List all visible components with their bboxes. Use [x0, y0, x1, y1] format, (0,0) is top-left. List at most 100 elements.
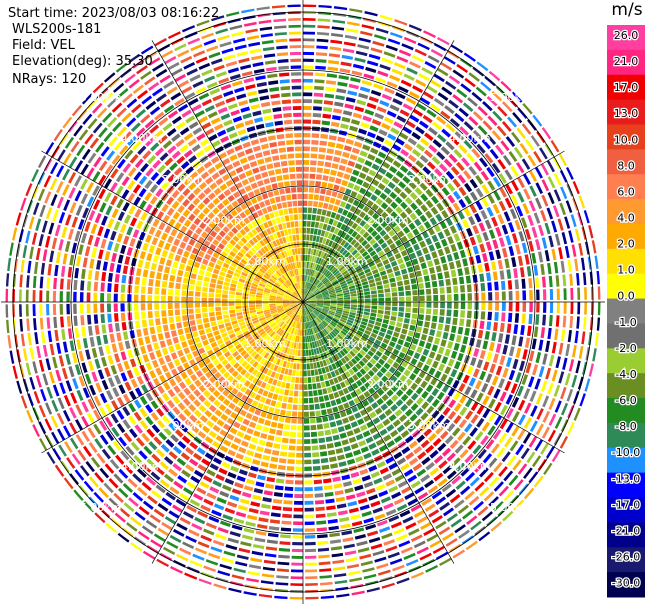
ppi-gate-cell: [185, 229, 194, 237]
ppi-gate-cell: [340, 123, 349, 130]
ppi-gate-cell: [244, 265, 251, 272]
ppi-gate-cell: [303, 180, 309, 186]
ppi-gate-cell: [133, 171, 142, 181]
ppi-gate-cell: [426, 302, 432, 308]
ppi-gate-cell: [88, 210, 96, 221]
ppi-gate-cell: [111, 208, 119, 219]
ppi-gate-cell: [108, 272, 113, 282]
ppi-gate-cell: [542, 314, 547, 326]
ppi-gate-cell: [87, 152, 97, 164]
ppi-gate-cell: [407, 154, 417, 163]
ppi-gate-cell: [573, 407, 581, 421]
ppi-gate-cell: [365, 436, 374, 444]
ppi-gate-cell: [295, 282, 299, 290]
ppi-gate-cell: [205, 522, 217, 530]
ppi-gate-cell: [119, 223, 127, 234]
ppi-gate-cell: [476, 61, 489, 72]
ppi-gate-cell: [405, 388, 414, 397]
ppi-gate-cell: [281, 323, 287, 330]
ppi-gate-cell: [222, 439, 232, 447]
ppi-gate-cell: [128, 205, 136, 215]
ppi-gate-cell: [92, 171, 101, 182]
ppi-gate-cell: [167, 303, 173, 310]
ppi-gate-cell: [283, 257, 288, 265]
ppi-gate-cell: [208, 312, 215, 317]
ppi-gate-cell: [349, 205, 357, 213]
ppi-gate-cell: [250, 285, 258, 290]
ppi-gate-cell: [303, 308, 305, 316]
ppi-gate-cell: [181, 435, 191, 444]
ppi-gate-cell: [122, 265, 129, 275]
ppi-gate-cell: [132, 229, 140, 239]
ppi-gate-cell: [334, 369, 340, 376]
ppi-gate-cell: [362, 205, 370, 213]
ppi-gate-cell: [316, 272, 322, 279]
ppi-gate-cell: [232, 176, 240, 184]
ppi-gate-cell: [106, 303, 112, 313]
ppi-gate-cell: [262, 497, 272, 503]
ppi-gate-cell: [342, 48, 355, 54]
ppi-gate-cell: [405, 302, 412, 307]
ppi-gate-cell: [577, 287, 581, 300]
ppi-gate-cell: [210, 414, 219, 423]
ppi-gate-cell: [453, 499, 465, 509]
ppi-gate-cell: [262, 293, 270, 297]
ppi-gate-cell: [322, 359, 328, 367]
ppi-gate-cell: [177, 349, 184, 357]
ppi-gate-cell: [213, 123, 224, 131]
ppi-gate-cell: [408, 181, 417, 190]
ppi-gate-cell: [404, 186, 413, 195]
ppi-gate-cell: [94, 438, 104, 450]
ppi-gate-cell: [407, 330, 415, 337]
ppi-gate-cell: [323, 394, 330, 402]
ppi-gate-cell: [438, 363, 446, 372]
ppi-gate-cell: [304, 329, 307, 336]
ppi-gate-cell: [508, 150, 518, 163]
ppi-gate-cell: [297, 349, 301, 357]
ppi-gate-cell: [130, 122, 141, 133]
ppi-gate-cell: [159, 98, 171, 108]
ppi-gate-cell: [123, 502, 135, 513]
ppi-gate-cell: [338, 74, 350, 81]
ppi-gate-cell: [326, 285, 333, 290]
ppi-gate-cell: [385, 456, 395, 464]
ppi-gate-cell: [318, 346, 323, 354]
ppi-gate-cell: [39, 304, 43, 316]
ppi-gate-cell: [190, 425, 200, 434]
ppi-gate-cell: [419, 214, 428, 223]
ppi-gate-cell: [420, 412, 429, 421]
ppi-gate-cell: [305, 583, 318, 586]
ppi-gate-cell: [501, 312, 506, 322]
ppi-gate-cell: [320, 188, 327, 195]
ppi-gate-cell: [432, 308, 439, 316]
ppi-gate-cell: [315, 65, 326, 70]
ppi-gate-cell: [442, 406, 451, 416]
ppi-gate-cell: [132, 492, 144, 502]
ppi-gate-cell: [293, 390, 299, 397]
ppi-gate-cell: [303, 65, 314, 69]
ppi-gate-cell: [440, 339, 447, 347]
ppi-gate-cell: [478, 222, 486, 232]
ppi-gate-cell: [66, 279, 71, 290]
ppi-gate-cell: [259, 330, 266, 337]
ppi-gate-cell: [328, 265, 335, 272]
ppi-gate-cell: [570, 287, 574, 300]
ppi-gate-cell: [270, 310, 278, 315]
ppi-gate-cell: [355, 193, 364, 201]
ppi-gate-cell: [149, 106, 161, 116]
ppi-gate-cell: [365, 271, 373, 277]
ppi-gate-cell: [381, 532, 393, 540]
ppi-gate-cell: [360, 376, 367, 384]
ppi-gate-cell: [235, 373, 243, 381]
ppi-gate-cell: [298, 302, 303, 307]
ppi-gate-cell: [311, 341, 316, 349]
ppi-gate-cell: [208, 134, 218, 142]
ppi-gate-cell: [564, 216, 571, 229]
ppi-gate-cell: [312, 452, 320, 458]
ppi-gate-cell: [275, 280, 282, 286]
ppi-gate-cell: [429, 217, 438, 226]
ppi-gate-cell: [247, 154, 256, 162]
ppi-gate-cell: [313, 310, 320, 315]
ppi-gate-cell: [335, 261, 341, 268]
ppi-gate-cell: [575, 360, 581, 374]
